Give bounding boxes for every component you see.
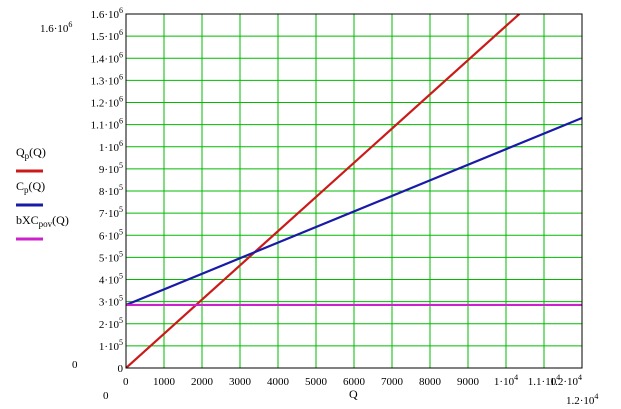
- series-line-2: [126, 116, 582, 306]
- y-tick-label: 8·105: [99, 183, 123, 198]
- legend-label-2: Cp(Q): [16, 179, 45, 195]
- y-tick-label: 9·105: [99, 161, 123, 176]
- y-tick-label: 1.4·106: [91, 50, 123, 65]
- y-tick-label: 1.6·106: [91, 6, 123, 21]
- series-lines: [126, 14, 582, 368]
- x-tick-label: 8000: [419, 376, 442, 388]
- y-tick-label: 1·106: [99, 139, 123, 154]
- legend: Qp(Q) Cp(Q) bXCpov(Q): [16, 145, 69, 241]
- y-tick-label: 6·105: [99, 227, 123, 242]
- x-tick-label: 2000: [191, 376, 214, 388]
- legend-label-3: bXCpov(Q): [16, 213, 69, 229]
- y-tick-label: 1.3·106: [91, 72, 123, 87]
- x-tick-label: 6000: [343, 376, 366, 388]
- y-tick-label: 2·105: [99, 316, 123, 331]
- y-range-max-label: 1.6·106: [40, 20, 72, 35]
- x-tick-label: 5000: [305, 376, 328, 388]
- legend-label-1: Qp(Q): [16, 145, 46, 161]
- x-tick-label: 4000: [267, 376, 290, 388]
- x-range-max-label: 1.2·104: [566, 392, 598, 407]
- x-tick-label: 0: [123, 376, 129, 388]
- y-tick-label: 1.2·106: [91, 95, 123, 110]
- grid: [126, 14, 582, 368]
- x-tick-label: 7000: [381, 376, 404, 388]
- y-tick-label: 0: [118, 363, 124, 375]
- y-tick-labels: 0 1·105 2·105 3·105 4·105 5·105 6·105 7·105 8·10…: [91, 6, 124, 375]
- x-axis-label: Q: [349, 387, 358, 401]
- y-tick-label: 7·105: [99, 205, 123, 220]
- x-range-min-label: 0: [103, 390, 109, 402]
- y-range-min-label: 0: [72, 359, 78, 371]
- x-tick-label: 3000: [229, 376, 252, 388]
- y-tick-label: 5·105: [99, 249, 123, 264]
- x-tick-label: 9000: [457, 376, 480, 388]
- x-tick-label: 1.1·104: [528, 373, 560, 388]
- y-tick-label: 1.5·106: [91, 28, 123, 43]
- plot-frame: [125, 13, 583, 369]
- y-tick-label: 3·105: [99, 294, 123, 309]
- series-line-1: [126, 14, 521, 368]
- x-tick-label: 1·104: [494, 373, 518, 388]
- x-tick-label: 1000: [153, 376, 176, 388]
- y-tick-label: 1.1·106: [91, 117, 123, 132]
- x-tick-label: 1.2·104: [550, 373, 582, 388]
- y-tick-label: 4·105: [99, 272, 123, 287]
- x-tick-labels: 0 1000 2000 3000 4000 5000 6000 7000 8000 9000 1·1…: [123, 373, 582, 388]
- y-tick-label: 1·105: [99, 338, 123, 353]
